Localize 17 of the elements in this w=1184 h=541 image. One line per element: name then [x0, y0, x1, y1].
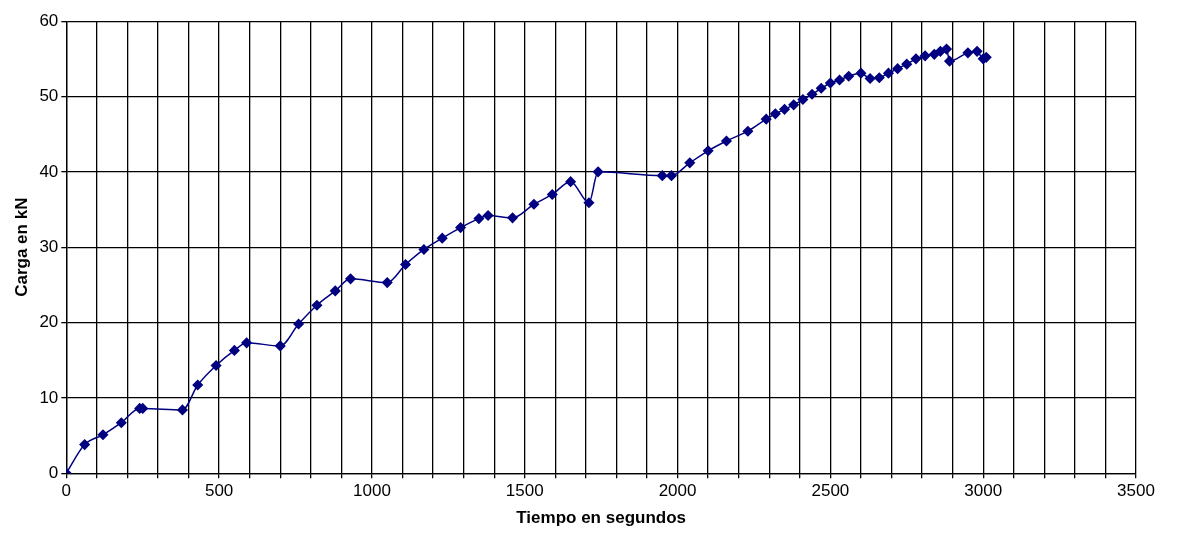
- x-tick-label: 0: [61, 481, 72, 501]
- y-tick-label: 50: [39, 86, 59, 106]
- y-tick-label: 40: [39, 161, 59, 181]
- x-tick-label: 1500: [505, 481, 544, 501]
- x-tick-label: 2500: [811, 481, 850, 501]
- y-tick-label: 10: [39, 387, 59, 407]
- x-tick-label: 500: [204, 481, 234, 501]
- y-tick-label: 30: [39, 236, 59, 256]
- y-tick-label: 20: [39, 312, 59, 332]
- x-tick-label: 3500: [1117, 481, 1155, 501]
- x-tick-label: 3000: [964, 481, 1003, 501]
- y-tick-label: 60: [39, 10, 59, 30]
- x-axis-title: Tiempo en segundos: [516, 508, 687, 528]
- y-axis-title: Carga en kN: [11, 197, 31, 297]
- x-tick-label: 2000: [658, 481, 697, 501]
- y-tick-label: 0: [48, 462, 59, 482]
- x-tick-label: 1000: [353, 481, 391, 501]
